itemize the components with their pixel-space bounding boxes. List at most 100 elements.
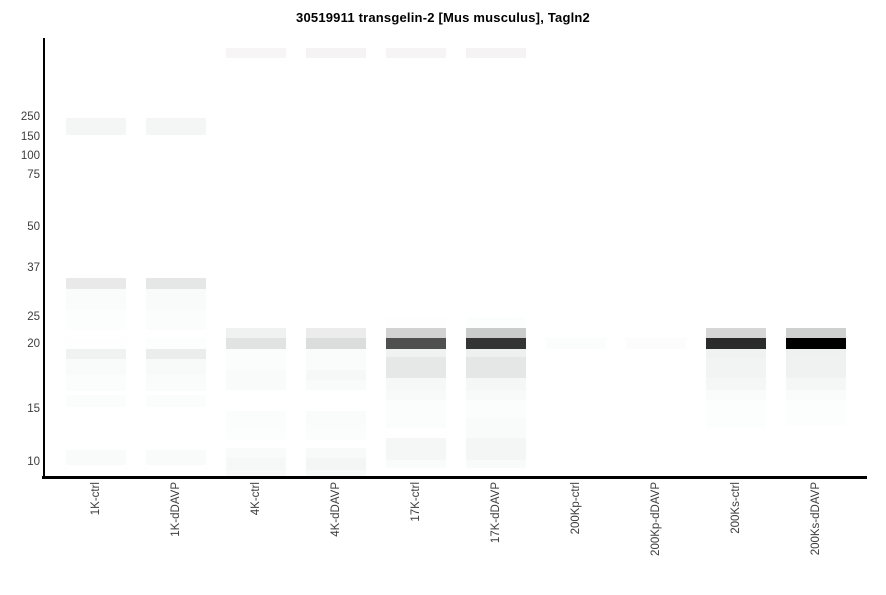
lane-band <box>706 378 766 390</box>
lane-band <box>66 310 126 330</box>
mw-tick-label: 25 <box>27 311 40 323</box>
lane-band <box>146 395 206 407</box>
lane-band <box>226 458 286 470</box>
lane-band <box>226 448 286 458</box>
lane-label: 200Ks-ctrl <box>730 482 742 534</box>
lane-label: 200Kp-dDAVP <box>650 482 662 556</box>
lane-band <box>226 370 286 390</box>
lane-band <box>66 450 126 465</box>
lane-band <box>466 317 526 328</box>
lane-band <box>466 357 526 378</box>
lane-band <box>386 378 446 390</box>
lane-band <box>306 328 366 338</box>
lane-label: 4K-dDAVP <box>330 482 342 537</box>
lane-band <box>706 400 766 428</box>
mw-tick-label: 10 <box>27 456 40 468</box>
lane-band <box>146 375 206 391</box>
lane-band <box>386 338 446 349</box>
lane-band <box>66 359 126 375</box>
lane-band <box>226 411 286 430</box>
lane-band <box>146 349 206 359</box>
lane-band <box>66 349 126 359</box>
lane-band <box>306 380 366 390</box>
x-axis-line <box>42 476 867 479</box>
lane-band <box>306 48 366 58</box>
lane-band <box>386 328 446 338</box>
lane-band <box>386 349 446 357</box>
mw-tick-label: 37 <box>27 262 40 274</box>
lane-band <box>306 338 366 349</box>
lane-label: 200Kp-ctrl <box>570 482 582 535</box>
lane-band <box>546 338 606 349</box>
lane-band <box>466 438 526 460</box>
lane-band <box>466 338 526 349</box>
lane-band <box>786 328 846 338</box>
lane-band <box>466 328 526 338</box>
lane-band <box>706 349 766 358</box>
lane-band <box>306 430 366 440</box>
lane-band <box>66 289 126 310</box>
lane-band <box>226 48 286 58</box>
lane-band <box>786 378 846 390</box>
mw-tick-label: 150 <box>20 131 40 143</box>
lane-band <box>146 359 206 375</box>
lane-band <box>706 338 766 349</box>
lane-band <box>706 390 766 400</box>
lane-band <box>306 370 366 380</box>
mw-tick-label: 50 <box>27 221 40 233</box>
lane-label: 4K-ctrl <box>250 482 262 516</box>
lane-band <box>466 390 526 400</box>
mw-tick-label: 75 <box>27 169 40 181</box>
lane-band <box>226 338 286 349</box>
mw-tick-label: 100 <box>20 150 40 162</box>
lane-band <box>466 48 526 58</box>
lane-band <box>386 390 446 400</box>
lane-band <box>226 349 286 370</box>
lane-band <box>466 400 526 418</box>
lane-band <box>146 450 206 465</box>
lane-band <box>786 349 846 358</box>
figure-title: 30519911 transgelin-2 [Mus musculus], Ta… <box>296 10 590 25</box>
lane-band <box>386 357 446 378</box>
lane-band <box>386 460 446 468</box>
lane-band <box>66 118 126 135</box>
lane-label: 17K-ctrl <box>410 482 422 522</box>
lane-band <box>386 48 446 58</box>
lane-band <box>706 358 766 378</box>
lane-band <box>66 375 126 391</box>
y-axis-line <box>43 38 45 479</box>
lane-band <box>226 430 286 440</box>
lane-band <box>146 278 206 289</box>
lane-band <box>386 438 446 460</box>
lane-band <box>146 310 206 330</box>
lane-label: 200Ks-dDAVP <box>810 482 822 556</box>
lane-band <box>306 458 366 470</box>
lane-band <box>706 328 766 338</box>
lane-band <box>466 349 526 357</box>
lane-band <box>386 317 446 328</box>
mw-tick-label: 15 <box>27 403 40 415</box>
lane-band <box>306 411 366 430</box>
lane-band <box>466 378 526 390</box>
lane-band <box>226 470 286 477</box>
lane-band <box>306 448 366 458</box>
lane-label: 17K-dDAVP <box>490 482 502 544</box>
lane-band <box>786 400 846 425</box>
lane-band <box>66 395 126 407</box>
lane-band <box>466 460 526 468</box>
lane-band <box>146 118 206 135</box>
lane-band <box>146 338 206 349</box>
lane-band <box>146 289 206 310</box>
lane-band <box>306 470 366 477</box>
lane-band <box>466 418 526 438</box>
mw-tick-label: 20 <box>27 338 40 350</box>
lane-band <box>786 338 846 349</box>
mw-tick-label: 250 <box>20 111 40 123</box>
lane-band <box>626 338 686 349</box>
lane-band <box>66 338 126 349</box>
lane-band <box>786 358 846 378</box>
lane-band <box>786 390 846 400</box>
lane-band <box>226 328 286 338</box>
lane-band <box>306 349 366 370</box>
